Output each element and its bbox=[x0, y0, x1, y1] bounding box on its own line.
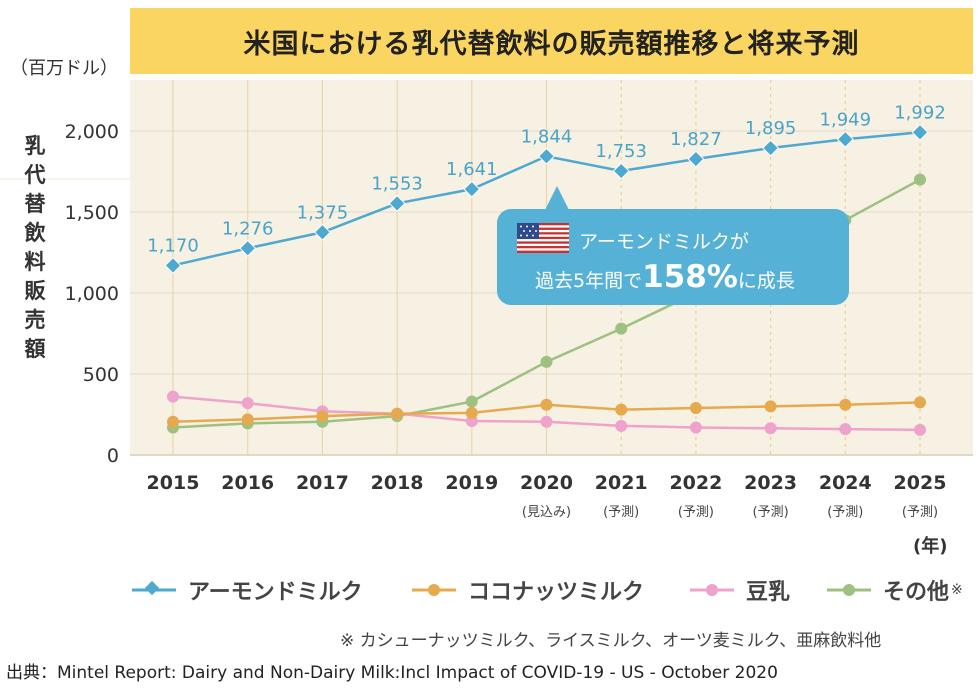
data-point-series-3 bbox=[914, 173, 926, 186]
x-tick-label: 2017 bbox=[296, 472, 349, 494]
data-point-series-1 bbox=[689, 402, 702, 415]
callout-box: アーモンドミルクが 過去5年間で158%に成長 bbox=[497, 209, 849, 305]
data-point-series-2 bbox=[615, 419, 628, 432]
x-tick-label: 2022 bbox=[669, 472, 722, 494]
data-point-series-3 bbox=[615, 322, 628, 335]
data-label-almond: 1,827 bbox=[670, 129, 722, 150]
legend-label-other: その他 bbox=[883, 580, 950, 605]
callout-pre: 過去5年間で bbox=[535, 270, 643, 292]
callout-growth-value: 158% bbox=[642, 259, 738, 295]
callout-post: に成長 bbox=[737, 270, 795, 292]
legend-item-almond: アーモンドミルク bbox=[130, 574, 363, 606]
y-tick-label: 1,000 bbox=[65, 283, 119, 305]
chart-title: 米国における乳代替飲料の販売額推移と将来予測 bbox=[243, 28, 860, 60]
legend-marker-soy bbox=[690, 584, 734, 596]
data-point-almond bbox=[687, 150, 705, 168]
y-tick-label: 500 bbox=[83, 364, 119, 386]
data-label-almond: 1,844 bbox=[521, 126, 573, 147]
data-point-almond bbox=[612, 162, 630, 180]
us-flag-icon bbox=[517, 223, 569, 253]
data-label-almond: 1,992 bbox=[894, 102, 946, 123]
data-point-series-3 bbox=[465, 395, 478, 408]
data-point-series-1 bbox=[839, 398, 852, 411]
legend-marker-coconut bbox=[412, 584, 456, 596]
data-point-almond bbox=[388, 194, 406, 212]
data-label-almond: 1,553 bbox=[371, 173, 423, 194]
data-point-almond bbox=[164, 256, 182, 274]
x-tick-label: 2024 bbox=[819, 472, 872, 494]
callout-tail bbox=[545, 186, 569, 210]
data-point-series-2 bbox=[914, 423, 926, 436]
y-axis-label: 乳代替飲料販売額 bbox=[24, 134, 46, 361]
legend-item-soy: 豆乳 bbox=[688, 574, 790, 606]
legend-marker-almond bbox=[132, 580, 176, 596]
x-tick-label: 2023 bbox=[744, 472, 797, 494]
data-point-series-1 bbox=[241, 413, 254, 426]
unit-label: （百万ドル） bbox=[10, 58, 118, 79]
data-point-almond bbox=[911, 123, 929, 141]
data-point-almond bbox=[313, 223, 331, 241]
callout-line2: 過去5年間で158%に成長 bbox=[535, 259, 795, 295]
data-label-almond: 1,276 bbox=[222, 218, 274, 239]
x-axis-unit-label: (年) bbox=[913, 536, 948, 557]
data-label-almond: 1,949 bbox=[820, 109, 872, 130]
data-point-almond bbox=[762, 139, 780, 157]
data-point-series-2 bbox=[689, 421, 702, 434]
legend-note-mark: ※ bbox=[951, 582, 963, 598]
legend-label-coconut: ココナッツミルク bbox=[468, 580, 645, 605]
x-tick-sublabel: (見込み) bbox=[522, 505, 571, 520]
data-point-series-1 bbox=[167, 415, 179, 428]
x-tick-sublabel: (予測) bbox=[902, 505, 938, 520]
legend-label-soy: 豆乳 bbox=[746, 580, 791, 605]
source-citation: 出典：Mintel Report: Dairy and Non-Dairy Mi… bbox=[6, 663, 778, 683]
title-banner: 米国における乳代替飲料の販売額推移と将来予測 bbox=[130, 8, 973, 74]
y-tick-label: 2,000 bbox=[65, 121, 119, 143]
data-label-almond: 1,170 bbox=[147, 235, 199, 256]
data-point-series-1 bbox=[316, 410, 329, 423]
data-point-series-3 bbox=[540, 355, 553, 368]
data-point-series-1 bbox=[391, 407, 404, 420]
x-tick-label: 2019 bbox=[445, 472, 498, 494]
legend-label-almond: アーモンドミルク bbox=[188, 580, 363, 605]
x-tick-label: 2016 bbox=[221, 472, 274, 494]
data-point-series-1 bbox=[764, 400, 777, 413]
data-point-series-1 bbox=[615, 403, 628, 416]
data-point-almond bbox=[239, 239, 257, 257]
x-tick-label: 2025 bbox=[894, 472, 947, 494]
legend: アーモンドミルク ココナッツミルク 豆乳 その他 ※ bbox=[130, 574, 970, 610]
data-point-series-1 bbox=[914, 396, 926, 409]
x-tick-sublabel: (予測) bbox=[753, 505, 789, 520]
data-point-series-1 bbox=[465, 406, 478, 419]
data-point-series-2 bbox=[839, 423, 852, 436]
data-label-almond: 1,375 bbox=[297, 202, 349, 223]
x-tick-label: 2020 bbox=[520, 472, 573, 494]
data-point-almond bbox=[463, 180, 481, 198]
data-point-series-2 bbox=[167, 390, 179, 403]
x-tick-label: 2015 bbox=[147, 472, 200, 494]
data-label-almond: 1,895 bbox=[745, 118, 797, 139]
callout-line1: アーモンドミルクが bbox=[579, 231, 749, 253]
legend-marker-other bbox=[827, 584, 871, 596]
legend-item-coconut: ココナッツミルク bbox=[410, 574, 644, 606]
y-tick-label: 1,500 bbox=[65, 202, 119, 224]
data-label-almond: 1,753 bbox=[595, 141, 647, 162]
data-point-almond bbox=[538, 147, 555, 165]
legend-item-other: その他 ※ bbox=[825, 574, 963, 606]
x-tick-label: 2018 bbox=[371, 472, 424, 494]
data-point-series-2 bbox=[764, 422, 777, 435]
y-tick-label: 0 bbox=[107, 445, 119, 467]
data-point-series-2 bbox=[241, 397, 254, 410]
x-tick-label: 2021 bbox=[595, 472, 648, 494]
x-tick-sublabel: (予測) bbox=[827, 505, 863, 520]
data-label-almond: 1,641 bbox=[446, 159, 498, 180]
footnote: ※ カシューナッツミルク、ライスミルク、オーツ麦ミルク、亜麻飲料他 bbox=[340, 631, 882, 651]
x-tick-sublabel: (予測) bbox=[678, 505, 714, 520]
data-point-series-1 bbox=[540, 398, 553, 411]
x-tick-sublabel: (予測) bbox=[603, 505, 639, 520]
data-point-almond bbox=[836, 130, 854, 148]
data-point-series-2 bbox=[540, 415, 553, 428]
